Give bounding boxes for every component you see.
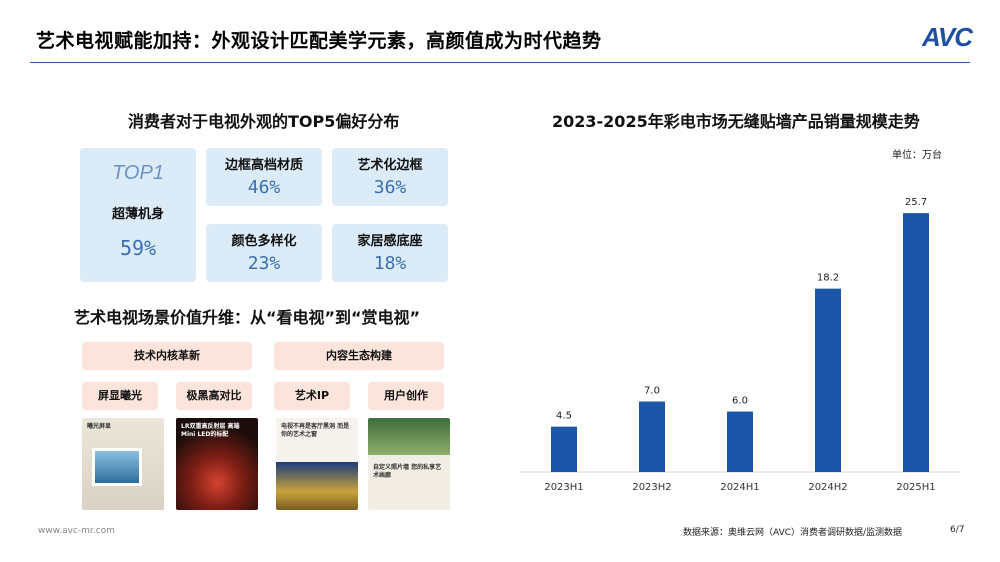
data-label-2024H1: 6.0 xyxy=(732,396,748,407)
thumb-2-text: LR双重高反射层 高端Mini LED的标配 xyxy=(181,423,240,438)
pill-tech-core: 技术内核革新 xyxy=(82,342,252,370)
bar-2023H2 xyxy=(639,401,665,472)
pill-screen-light: 屏显曦光 xyxy=(82,382,158,410)
avc-logo: AVC xyxy=(922,22,973,52)
thumb-art-ip-image: 电视不再是客厅黑洞 而是你的艺术之窗 xyxy=(276,418,358,510)
pill-user-creation: 用户创作 xyxy=(368,382,444,410)
top2-value: 46% xyxy=(247,177,281,198)
top3-label: 艺术化边框 xyxy=(357,158,423,173)
top3-value: 36% xyxy=(373,177,407,198)
bar-2024H1 xyxy=(727,411,753,472)
x-tick-2024H1: 2024H1 xyxy=(720,482,759,493)
chart-title: 2023-2025年彩电市场无缝贴墙产品销量规模走势 xyxy=(552,112,920,131)
thumb-1-text: 曦光屏显 xyxy=(87,423,112,430)
header-divider xyxy=(30,62,970,63)
footer-url: www.avc-mr.com xyxy=(38,526,115,536)
thumb-3-text: 电视不再是客厅黑洞 而是你的艺术之窗 xyxy=(281,423,350,438)
top1-tile: TOP1 超薄机身 59% xyxy=(80,148,196,282)
top3-tile: 艺术化边框 36% xyxy=(332,148,448,206)
bar-chart: 4.5 2023H1 7.0 2023H2 6.0 2024H1 18.2 2024H2 25.… xyxy=(520,197,960,493)
top5-section-title: 消费者对于电视外观的TOP5偏好分布 xyxy=(128,112,400,131)
top5-label: 家居感底座 xyxy=(357,234,423,249)
footer-source: 数据来源：奥维云网（AVC）消费者调研数据/监测数据 xyxy=(683,528,903,538)
page-title: 艺术电视赋能加持：外观设计匹配美学元素，高颜值成为时代趋势 xyxy=(36,30,602,52)
top2-tile: 边框高档材质 46% xyxy=(206,148,322,206)
top5-value: 18% xyxy=(373,253,407,274)
scene-section-title: 艺术电视场景价值升维：从“看电视”到“赏电视” xyxy=(74,308,421,327)
top1-rank-label: TOP1 xyxy=(112,162,164,184)
bar-2024H2 xyxy=(815,288,841,472)
pill-high-contrast: 极黑高对比 xyxy=(176,382,252,410)
data-label-2023H1: 4.5 xyxy=(556,411,572,422)
thumb-4-text: 自定义照片墙 您的私享艺术画廊 xyxy=(373,464,442,479)
x-tick-2024H2: 2024H2 xyxy=(808,482,847,493)
pill-art-ip: 艺术IP xyxy=(274,382,350,410)
x-tick-2025H1: 2025H1 xyxy=(896,482,935,493)
x-tick-2023H2: 2023H2 xyxy=(632,482,671,493)
chart-unit-label: 单位：万台 xyxy=(892,150,942,161)
thumb-high-contrast-image: LR双重高反射层 高端Mini LED的标配 xyxy=(176,418,258,510)
top4-label: 颜色多样化 xyxy=(231,234,297,249)
top4-tile: 颜色多样化 23% xyxy=(206,224,322,282)
bar-2023H1 xyxy=(551,426,577,472)
top1-label: 超薄机身 xyxy=(111,207,164,222)
data-label-2024H2: 18.2 xyxy=(817,273,839,284)
tv-frame-shape xyxy=(92,448,142,486)
page-number: 6/7 xyxy=(950,525,965,535)
top4-value: 23% xyxy=(247,253,281,274)
pill-content-ecosystem: 内容生态构建 xyxy=(274,342,444,370)
top2-label: 边框高档材质 xyxy=(224,158,303,173)
bar-2025H1 xyxy=(903,213,929,472)
top5-tile: 家居感底座 18% xyxy=(332,224,448,282)
data-label-2025H1: 25.7 xyxy=(905,197,927,208)
thumb-user-creation-image: 自定义照片墙 您的私享艺术画廊 xyxy=(368,418,450,510)
top1-value: 59% xyxy=(119,236,157,260)
thumb-screen-light-image: 曦光屏显 xyxy=(82,418,164,510)
data-label-2023H2: 7.0 xyxy=(644,385,660,396)
x-tick-2023H1: 2023H1 xyxy=(544,482,583,493)
